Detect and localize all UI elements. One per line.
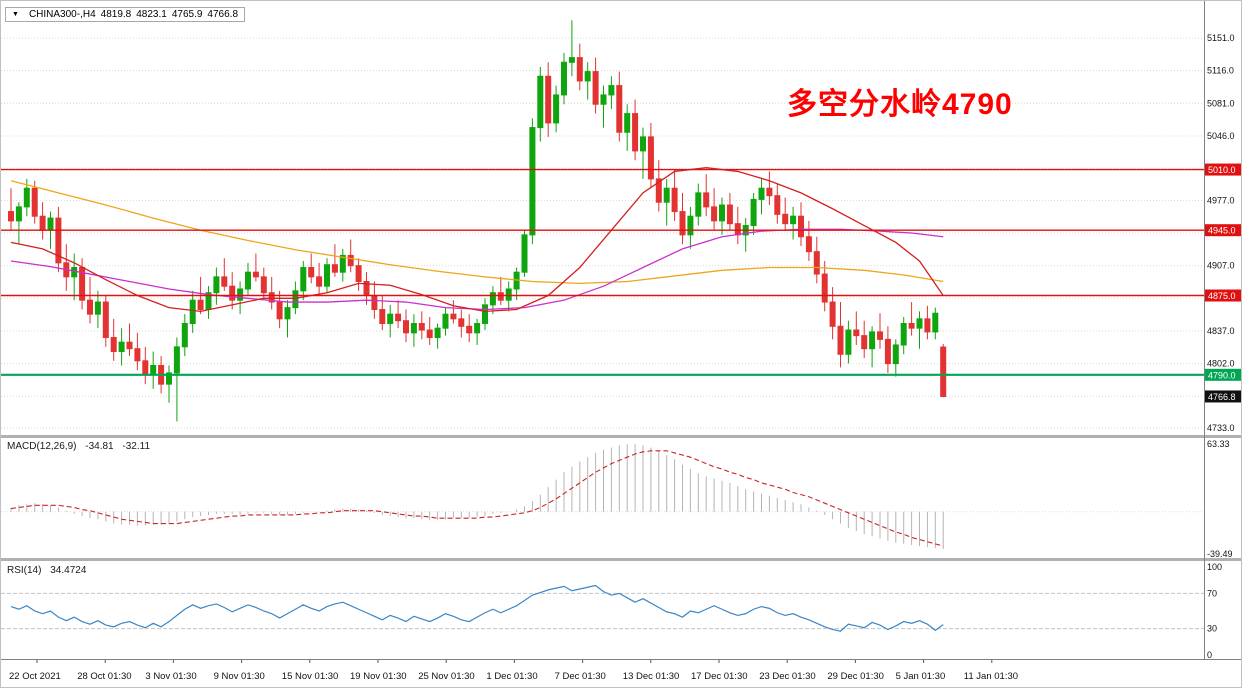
ma-slow-orange xyxy=(10,180,944,285)
svg-text:1 Dec 01:30: 1 Dec 01:30 xyxy=(486,671,537,682)
svg-text:7 Dec 01:30: 7 Dec 01:30 xyxy=(555,671,606,682)
symbol-name: CHINA300-,H4 xyxy=(28,9,96,20)
horizontal-level-lines[interactable] xyxy=(1,168,1204,376)
ohlc-high: 4823.1 xyxy=(136,9,167,20)
svg-text:13 Dec 01:30: 13 Dec 01:30 xyxy=(623,671,680,682)
time-axis[interactable]: 22 Oct 2021 28 Oct 01:30 3 Nov 01:30 9 Nov … xyxy=(9,659,1018,682)
svg-text:29 Dec 01:30: 29 Dec 01:30 xyxy=(827,671,884,682)
macd-layer: 63.33 -39.49 xyxy=(1,439,1233,559)
price-axis-labels: 5151.0 5116.0 5081.0 5046.0 4977.0 4907.0 4837… xyxy=(1205,33,1241,433)
svg-text:15 Nov 01:30: 15 Nov 01:30 xyxy=(282,671,339,682)
svg-text:0: 0 xyxy=(1207,650,1212,660)
svg-text:4907.0: 4907.0 xyxy=(1207,261,1235,271)
svg-text:5 Jan 01:30: 5 Jan 01:30 xyxy=(896,671,946,682)
svg-text:5116.0: 5116.0 xyxy=(1207,66,1234,76)
ohlc-close: 4766.8 xyxy=(207,9,239,20)
svg-text:4790.0: 4790.0 xyxy=(1208,370,1236,380)
svg-text:-39.49: -39.49 xyxy=(1207,549,1233,559)
ohlc-low: 4765.9 xyxy=(171,9,203,20)
panel-dividers[interactable] xyxy=(1,435,1242,561)
svg-text:30: 30 xyxy=(1207,624,1217,634)
svg-text:5010.0: 5010.0 xyxy=(1208,165,1236,175)
panel-chrome xyxy=(1,1,1241,660)
macd-name: MACD(12,26,9) xyxy=(7,441,77,452)
svg-text:70: 70 xyxy=(1207,588,1217,598)
moving-averages xyxy=(10,167,944,313)
macd-main-value: -34.81 xyxy=(85,441,114,452)
symbol-ohlc-bar[interactable]: ▼ CHINA300-,H4 4819.8 4823.1 4765.9 4766… xyxy=(5,7,246,22)
rsi-value: 34.4724 xyxy=(50,565,87,576)
svg-text:100: 100 xyxy=(1207,562,1222,572)
macd-indicator-label: MACD(12,26,9) -34.81 -32.11 xyxy=(7,441,150,452)
rsi-name: RSI(14) xyxy=(7,565,42,576)
annotation-watershed-text[interactable]: 多空分水岭4790 xyxy=(787,88,1013,121)
ma-mid-magenta xyxy=(10,228,944,311)
svg-text:17 Dec 01:30: 17 Dec 01:30 xyxy=(691,671,748,682)
svg-text:4733.0: 4733.0 xyxy=(1207,423,1235,433)
rsi-indicator-label: RSI(14) 34.4724 xyxy=(7,565,86,576)
svg-text:9 Nov 01:30: 9 Nov 01:30 xyxy=(214,671,265,682)
svg-text:5046.0: 5046.0 xyxy=(1207,131,1235,141)
svg-text:23 Dec 01:30: 23 Dec 01:30 xyxy=(759,671,816,682)
svg-text:5151.0: 5151.0 xyxy=(1207,33,1235,43)
svg-text:4977.0: 4977.0 xyxy=(1207,195,1235,205)
svg-text:63.33: 63.33 xyxy=(1207,439,1230,449)
rsi-layer: 100 70 30 0 xyxy=(1,562,1222,660)
svg-text:25 Nov 01:30: 25 Nov 01:30 xyxy=(418,671,475,682)
svg-text:4945.0: 4945.0 xyxy=(1208,226,1236,236)
svg-text:22 Oct 2021: 22 Oct 2021 xyxy=(9,671,61,682)
svg-text:19 Nov 01:30: 19 Nov 01:30 xyxy=(350,671,407,682)
svg-text:4802.0: 4802.0 xyxy=(1207,359,1235,369)
svg-text:4837.0: 4837.0 xyxy=(1207,326,1235,336)
svg-text:4766.8: 4766.8 xyxy=(1208,392,1236,402)
svg-text:5081.0: 5081.0 xyxy=(1207,98,1235,108)
collapse-icon[interactable]: ▼ xyxy=(12,11,19,18)
svg-text:3 Nov 01:30: 3 Nov 01:30 xyxy=(145,671,196,682)
price-grid xyxy=(1,37,1204,429)
ohlc-open: 4819.8 xyxy=(100,9,132,20)
svg-text:28 Oct 01:30: 28 Oct 01:30 xyxy=(77,671,131,682)
candles-layer xyxy=(8,20,947,422)
svg-text:4875.0: 4875.0 xyxy=(1208,291,1236,301)
svg-text:11 Jan 01:30: 11 Jan 01:30 xyxy=(964,671,1018,682)
ma-fast-red xyxy=(10,167,944,313)
macd-signal-value: -32.11 xyxy=(122,441,151,452)
